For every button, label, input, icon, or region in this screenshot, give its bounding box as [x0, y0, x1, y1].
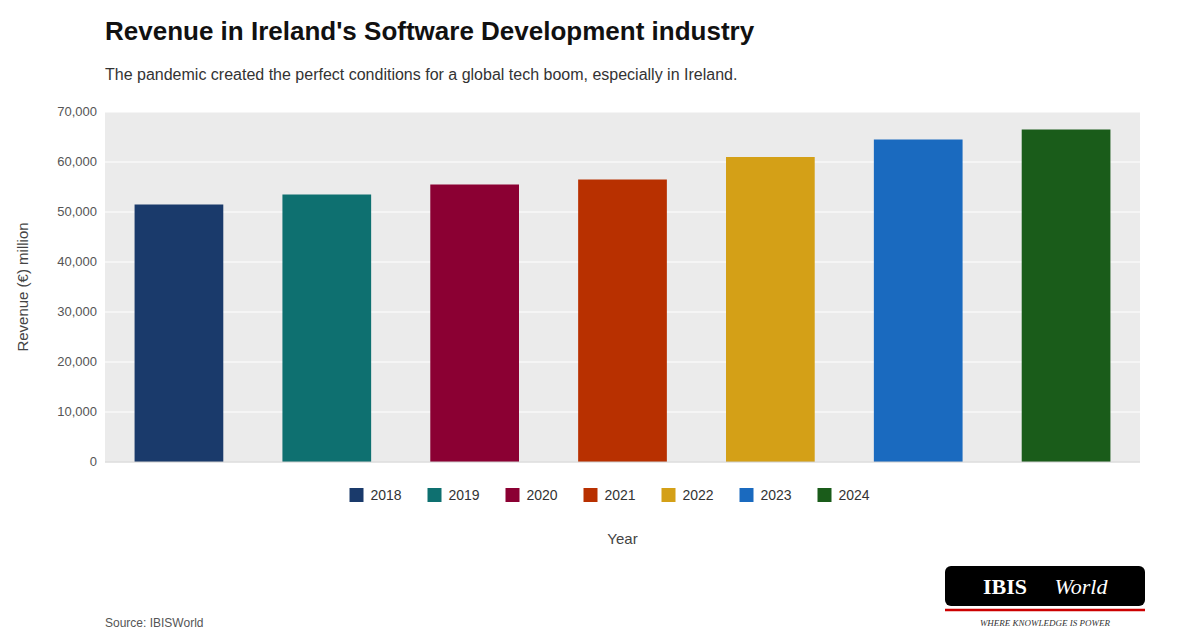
y-tick-label: 60,000: [57, 154, 97, 169]
y-axis-label: Revenue (€) million: [14, 222, 31, 351]
x-axis-label: Year: [607, 530, 637, 547]
legend-entry: 2022: [683, 487, 714, 503]
legend-swatch: [350, 488, 364, 502]
logo-underline: [945, 609, 1145, 612]
x-axis-line: [105, 462, 1140, 463]
grid-line: [105, 161, 1140, 162]
source: Source: IBISWorld: [105, 616, 203, 630]
y-tick-label: 10,000: [57, 404, 97, 419]
annotation: WHERE KNOWLEDGE IS POWER: [980, 618, 1111, 628]
y-tick-label: 20,000: [57, 354, 97, 369]
logo-box: [945, 566, 1145, 606]
grid-line: [105, 461, 1140, 462]
legend-swatch: [818, 488, 832, 502]
legend-swatch: [506, 488, 520, 502]
bars: [135, 130, 1111, 463]
legend-entry: 2018: [371, 487, 402, 503]
legend-swatch: [584, 488, 598, 502]
legend-entry: 2019: [449, 487, 480, 503]
y-tick-label: 30,000: [57, 304, 97, 319]
bar: [578, 180, 667, 463]
annotation: IBIS: [983, 574, 1027, 599]
plot-background: [105, 112, 1140, 462]
y-tick-label: 0: [90, 454, 97, 469]
subtitle: The pandemic created the perfect conditi…: [105, 66, 737, 83]
bar: [282, 195, 371, 463]
bar: [726, 157, 815, 462]
legend: 2018 2019 2020 2021 2022 2023 2024: [350, 487, 870, 503]
y-tick-label: 50,000: [57, 204, 97, 219]
legend-swatch: [662, 488, 676, 502]
logo: IBIS World WHERE KNOWLEDGE IS POWER: [945, 566, 1145, 628]
y-tick-label: 40,000: [57, 254, 97, 269]
legend-entry: 2024: [839, 487, 870, 503]
y-tick-label: 70,000: [57, 104, 97, 119]
legend-entry: 2020: [527, 487, 558, 503]
legend-swatch: [740, 488, 754, 502]
legend-swatch: [428, 488, 442, 502]
legend-entry: 2023: [761, 487, 792, 503]
chart: Revenue in Ireland's Software Developmen…: [0, 0, 1179, 641]
grid-line: [105, 111, 1140, 112]
annotation: World: [1055, 574, 1109, 599]
legend-entry: 2021: [605, 487, 636, 503]
bar: [1022, 130, 1111, 463]
bar: [874, 140, 963, 463]
title: Revenue in Ireland's Software Developmen…: [105, 16, 755, 46]
bar: [135, 205, 224, 463]
bar: [430, 185, 519, 463]
